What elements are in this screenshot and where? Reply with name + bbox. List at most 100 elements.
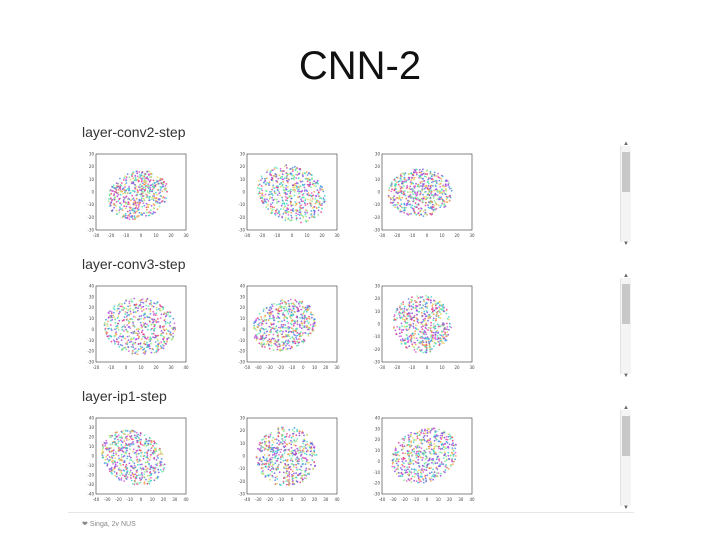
scatter-point: [119, 186, 122, 189]
scatter-point: [395, 449, 397, 452]
scrollbar[interactable]: ▲ ▼: [620, 141, 631, 247]
scatter-point: [298, 168, 301, 170]
scatter-point: [271, 337, 274, 340]
scatter-point: [269, 478, 271, 481]
scatter-point: [403, 307, 406, 310]
tsne-plot[interactable]: -40 -30 -20 -10 0 10 20 30 40 40 30 20 10 0 -10 -20 -30: [366, 414, 476, 506]
scatter-point: [398, 472, 400, 474]
scatter-point: [452, 442, 454, 445]
scatter-point: [279, 344, 282, 347]
scatter-point: [407, 341, 409, 344]
scatter-point: [131, 175, 133, 177]
scatter-point: [145, 193, 147, 196]
scatter-point: [273, 206, 276, 209]
scatter-point: [311, 443, 314, 446]
scatter-point: [115, 435, 118, 438]
scatter-point: [443, 328, 446, 330]
scatter-point: [425, 184, 427, 187]
scatter-point: [143, 454, 146, 457]
scatter-point: [111, 209, 114, 212]
scatter-point: [269, 473, 272, 476]
scatter-point: [115, 453, 118, 456]
scroll-up-icon[interactable]: ▲: [623, 405, 629, 411]
scatter-point: [104, 447, 107, 450]
scroll-down-icon[interactable]: ▼: [623, 373, 629, 379]
scroll-down-icon[interactable]: ▼: [623, 505, 629, 511]
scatter-point: [402, 313, 405, 316]
scatter-point: [415, 432, 418, 435]
tsne-plot[interactable]: -30 -20 -10 0 10 20 30 30 20 10 0 -10 -20 -30: [80, 150, 190, 242]
scatter-point: [119, 335, 121, 338]
scatter-point: [293, 176, 296, 178]
scatter-point: [126, 457, 128, 460]
scatter-point: [401, 460, 404, 463]
scatter-point: [311, 454, 313, 457]
scatter-point: [148, 203, 151, 206]
scatter-point: [437, 314, 440, 317]
scatter-point: [429, 326, 432, 329]
scatter-point: [101, 449, 104, 452]
scrollbar[interactable]: ▲ ▼: [620, 273, 631, 379]
scroll-up-icon[interactable]: ▲: [623, 141, 629, 147]
scatter-point: [425, 469, 428, 472]
scatter-point: [277, 200, 280, 203]
tsne-plot[interactable]: -40 -30 -20 -10 0 10 20 30 40 40 30 20 10 0 -10 -20 -30-…: [80, 414, 190, 506]
scatter-point: [285, 309, 288, 312]
scatter-point: [415, 473, 418, 476]
scatter-point: [255, 329, 258, 331]
scatter-point: [290, 317, 292, 320]
tsne-plot[interactable]: -30 -20 -10 0 10 20 30 30 20 10 0 -10 -20 -30: [366, 282, 476, 374]
scatter-point: [284, 436, 286, 438]
scatter-point: [301, 194, 304, 196]
scroll-thumb[interactable]: [622, 284, 630, 324]
y-tick-label: 0: [91, 454, 94, 459]
scatter-point: [130, 298, 132, 301]
scatter-point: [260, 337, 263, 340]
scatter-point: [282, 482, 285, 485]
scatter-point: [417, 212, 420, 214]
scatter-point: [281, 305, 283, 308]
tsne-plot[interactable]: -30 -20 -10 0 10 20 30 30 20 10 0 -10 -20 -30: [366, 150, 476, 242]
scatter-point: [106, 446, 108, 449]
scroll-up-icon[interactable]: ▲: [623, 273, 629, 279]
scatter-point: [317, 209, 320, 212]
scatter-point: [108, 450, 111, 453]
scatter-point: [148, 345, 151, 348]
scatter-point: [146, 204, 149, 206]
scatter-point: [123, 319, 125, 321]
scatter-point: [137, 179, 139, 181]
scatter-point: [269, 469, 272, 472]
scatter-point: [317, 191, 320, 194]
scatter-point: [313, 190, 316, 193]
scroll-down-icon[interactable]: ▼: [623, 241, 629, 247]
scatter-point: [397, 190, 400, 193]
scroll-thumb[interactable]: [622, 152, 630, 192]
scatter-point: [285, 209, 288, 211]
tsne-plot[interactable]: -30 -20 -10 0 10 20 30 30 20 10 0 -10 -20 -30: [231, 150, 341, 242]
scatter-point: [296, 186, 298, 188]
scatter-point: [269, 461, 272, 464]
scatter-point: [115, 205, 117, 207]
tsne-plot[interactable]: -20 -10 0 10 20 30 40 40 30 20 10 0 -10 -20 -30: [80, 282, 190, 374]
scatter-point: [446, 201, 449, 203]
scatter-point: [308, 315, 310, 318]
scroll-thumb[interactable]: [622, 416, 630, 456]
scatter-point: [270, 339, 272, 342]
scatter-point: [407, 328, 410, 331]
scatter-point: [410, 477, 413, 480]
tsne-plot[interactable]: -40 -30 -20 -10 0 10 20 30 40 30 20 10 0 -10 -20 -30: [231, 414, 341, 506]
scatter-point: [166, 329, 169, 332]
scatter-point: [301, 172, 304, 174]
scatter-point: [280, 309, 283, 312]
tsne-plot[interactable]: -50 -40 -30 -20 -10 0 10 20 30 40 30 20 10 0 -10 -20 -30: [231, 282, 341, 374]
scatter-point: [270, 203, 272, 206]
scatter-point: [276, 329, 279, 332]
scatter-point: [132, 320, 134, 323]
scrollbar[interactable]: ▲ ▼: [620, 405, 631, 511]
scatter-point: [272, 441, 275, 444]
scatter-point: [130, 215, 133, 218]
scatter-point: [300, 300, 303, 303]
scatter-point: [394, 446, 397, 448]
scatter-point: [442, 463, 445, 466]
scatter-point: [447, 451, 450, 454]
